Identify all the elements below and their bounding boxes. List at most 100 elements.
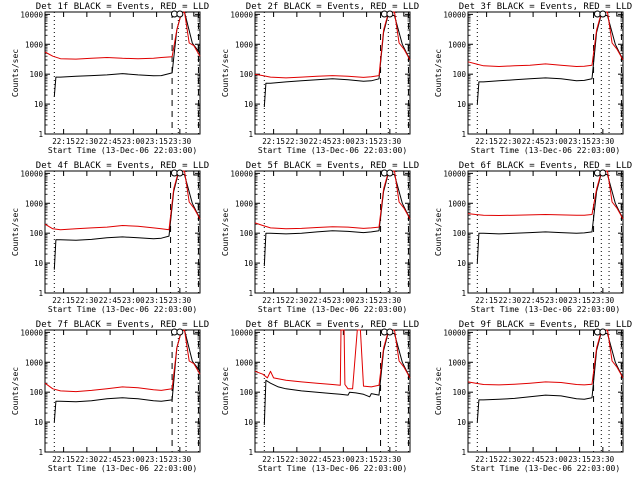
chart-panel-4: Det 4f BLACK = Events, RED = LLD 1 10 100 10… [11, 161, 209, 314]
y-tick-label: 1 [461, 130, 466, 139]
x-tick-label: 22:30 [499, 137, 522, 146]
y-tick-label: 10000 [230, 10, 253, 19]
y-tick-label: 1000 [448, 40, 467, 49]
x-axis-label: Start Time (13-Dec-06 22:03:00) [48, 464, 197, 473]
y-tick-label: 10 [244, 100, 254, 109]
x-axis-label: Start Time (13-Dec-06 22:03:00) [48, 305, 197, 314]
events-series-line [476, 13, 624, 105]
y-tick-label: 10 [457, 100, 467, 109]
y-axis-label: Counts/sec [11, 49, 20, 97]
y-axis-label: Counts/sec [221, 49, 230, 97]
y-tick-label: 10000 [230, 328, 253, 337]
events-series-line [476, 172, 624, 264]
x-tick-label: 23:30 [592, 296, 615, 305]
chart-panel-7: Det 7f BLACK = Events, RED = LLD 1 10 100 10… [11, 320, 209, 473]
panel-title: Det 4f BLACK = Events, RED = LLD [36, 161, 209, 171]
y-axis-label: Counts/sec [221, 208, 230, 256]
chart-panel-5: Det 5f BLACK = Events, RED = LLD 1 10 100 10… [221, 161, 419, 314]
x-tick-label: 22:30 [499, 455, 522, 464]
x-axis-label: Start Time (13-Dec-06 22:03:00) [471, 305, 620, 314]
y-tick-label: 10000 [443, 328, 466, 337]
x-tick-label: 22:15 [52, 455, 75, 464]
panel-title: Det 1f BLACK = Events, RED = LLD [36, 2, 209, 12]
x-tick-label: 23:15 [355, 455, 378, 464]
x-tick-label: 22:45 [99, 296, 122, 305]
y-tick-label: 1 [38, 289, 43, 298]
corner-marker [616, 171, 622, 176]
x-tick-label: 23:00 [122, 137, 145, 146]
y-tick-label: 1000 [235, 40, 254, 49]
y-tick-label: 1000 [25, 358, 44, 367]
corner-marker [616, 12, 622, 17]
y-tick-label: 10 [34, 259, 44, 268]
x-tick-label: 23:00 [332, 137, 355, 146]
x-tick-label: 23:30 [592, 455, 615, 464]
x-tick-label: 23:00 [122, 296, 145, 305]
x-tick-label: 22:15 [52, 296, 75, 305]
corner-marker [193, 330, 199, 335]
y-axis-label: Counts/sec [11, 208, 20, 256]
y-tick-label: 10 [34, 418, 44, 427]
x-tick-label: 23:15 [145, 296, 168, 305]
peak-marker-circle [599, 10, 607, 18]
plot-frame [467, 11, 624, 135]
events-series-line [476, 331, 624, 423]
corner-marker [403, 171, 409, 176]
y-tick-label: 10000 [443, 169, 466, 178]
x-tick-label: 22:15 [475, 296, 498, 305]
x-axis-label: Start Time (13-Dec-06 22:03:00) [471, 146, 620, 155]
y-tick-label: 10000 [20, 328, 43, 337]
x-tick-label: 22:30 [286, 137, 309, 146]
x-tick-label: 22:15 [475, 455, 498, 464]
plot-frame [254, 11, 411, 135]
y-axis-label: Counts/sec [434, 208, 443, 256]
x-tick-label: 22:30 [76, 455, 99, 464]
x-axis-label: Start Time (13-Dec-06 22:03:00) [48, 146, 197, 155]
lld-series-line [467, 329, 624, 386]
x-axis-label: Start Time (13-Dec-06 22:03:00) [258, 464, 407, 473]
x-tick-label: 22:45 [522, 455, 545, 464]
lld-series-line [44, 170, 201, 231]
chart-panel-3: Det 3f BLACK = Events, RED = LLD 1 10 100 10… [434, 2, 632, 155]
x-tick-label: 23:00 [545, 296, 568, 305]
plot-frame [44, 170, 201, 294]
y-tick-label: 1000 [235, 199, 254, 208]
plot-frame [44, 11, 201, 135]
corner-marker [403, 330, 409, 335]
x-tick-label: 23:15 [145, 137, 168, 146]
y-axis-label: Counts/sec [221, 367, 230, 415]
corner-marker [193, 12, 199, 17]
y-tick-label: 10 [34, 100, 44, 109]
x-tick-label: 23:15 [568, 296, 591, 305]
y-tick-label: 10000 [443, 10, 466, 19]
peak-marker-circle [599, 328, 607, 336]
peak-marker-circle [176, 10, 184, 18]
chart-panel-8: Det 8f BLACK = Events, RED = LLD 1 10 100 10… [221, 320, 419, 473]
x-tick-label: 23:30 [592, 137, 615, 146]
y-tick-label: 1000 [235, 358, 254, 367]
y-tick-label: 1 [248, 130, 253, 139]
chart-panel-2: Det 2f BLACK = Events, RED = LLD 1 10 100 10… [221, 2, 419, 155]
x-tick-label: 22:30 [76, 296, 99, 305]
y-tick-label: 1 [248, 289, 253, 298]
panel-title: Det 5f BLACK = Events, RED = LLD [246, 161, 419, 171]
y-tick-label: 1000 [448, 358, 467, 367]
lld-series-line [467, 170, 624, 220]
peak-marker-circle [176, 328, 184, 336]
y-tick-label: 100 [239, 388, 253, 397]
y-tick-label: 10000 [20, 169, 43, 178]
x-tick-label: 23:00 [122, 455, 145, 464]
lld-series-line [254, 170, 411, 230]
y-tick-label: 1 [38, 448, 43, 457]
x-tick-label: 22:45 [99, 455, 122, 464]
x-tick-label: 23:00 [332, 455, 355, 464]
x-tick-label: 22:30 [286, 455, 309, 464]
x-tick-label: 22:45 [522, 137, 545, 146]
x-tick-label: 23:15 [355, 137, 378, 146]
x-tick-label: 23:15 [568, 137, 591, 146]
y-tick-label: 10000 [230, 169, 253, 178]
corner-marker [616, 330, 622, 335]
y-tick-label: 1000 [448, 199, 467, 208]
y-tick-label: 1 [248, 448, 253, 457]
